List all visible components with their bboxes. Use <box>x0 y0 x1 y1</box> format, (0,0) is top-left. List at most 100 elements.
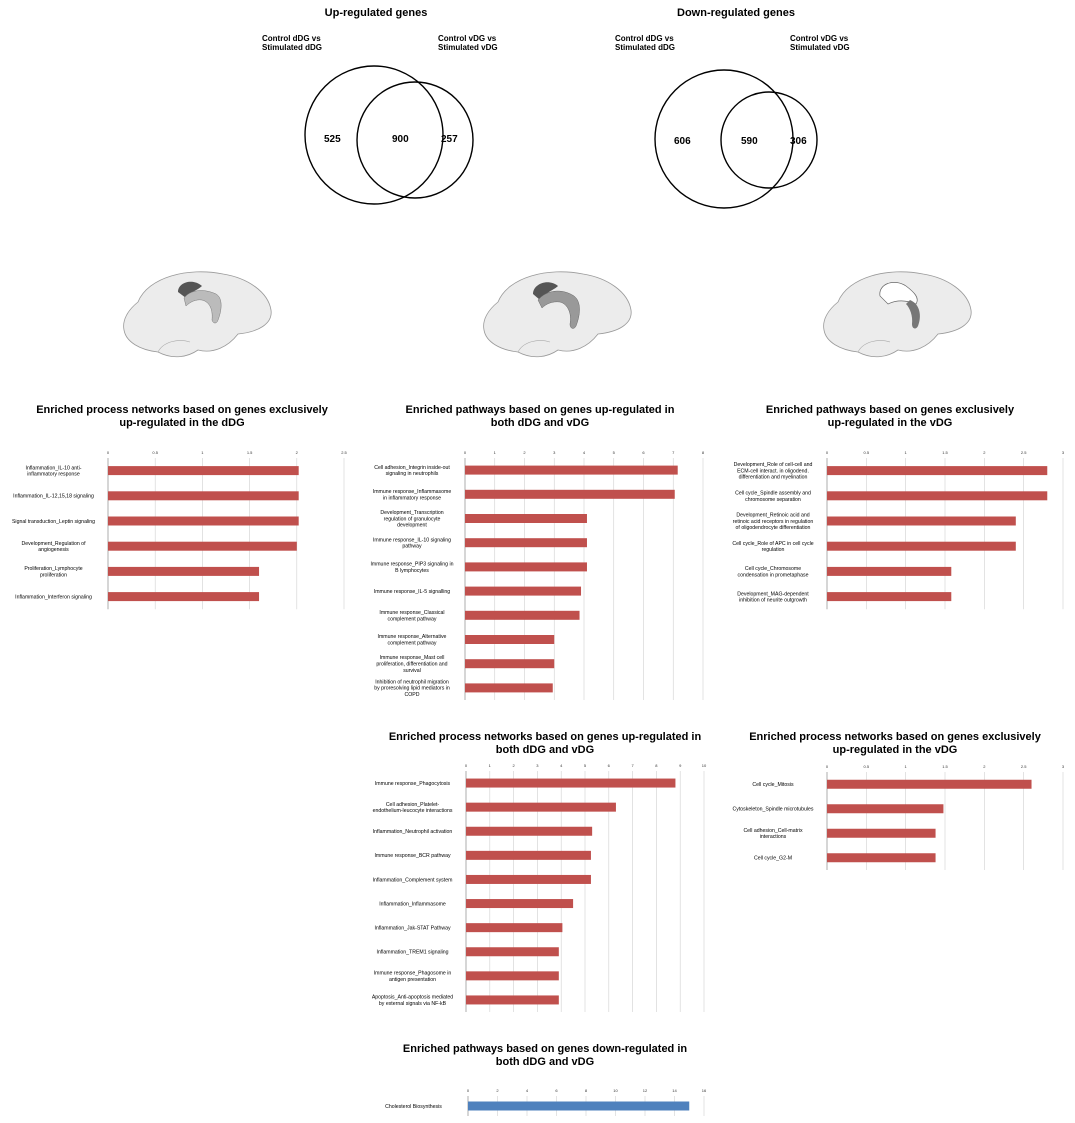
dorsal-dg <box>879 282 918 305</box>
category-label: Immune response_Inflammasome in inflammat… <box>373 489 452 501</box>
tick-label: 3 <box>536 763 539 768</box>
category-label: Cell adhesion_Platelet-endothelium-leuco… <box>373 802 453 814</box>
bar <box>108 491 299 501</box>
tick-label: 10 <box>613 1088 618 1093</box>
bar <box>465 683 553 693</box>
tick-label: 5 <box>613 450 616 455</box>
bar <box>827 804 944 814</box>
bar <box>465 538 587 548</box>
bar <box>827 853 936 863</box>
venn-set-a-label: Control dDG vs Stimulated dDG <box>262 34 323 52</box>
category-label: Inflammation_Jak-STAT Pathway <box>374 925 451 931</box>
chart-title-ddg-exclusive: Enriched process networks based on genes… <box>36 404 328 429</box>
category-label: Inflammation_IL-10 anti-inflammatory res… <box>26 465 82 477</box>
bar <box>108 466 299 476</box>
bar <box>827 779 1032 789</box>
bar <box>466 850 591 860</box>
venn-circles-up <box>304 65 474 205</box>
chart-svg-pathways-vdg-exclusive: 0 0.5 1 1.5 2 2.5 3 Development_Role of cell-ce… <box>732 450 1065 610</box>
tick-label: 3 <box>553 450 556 455</box>
tick-label: 4 <box>583 450 586 455</box>
bar <box>827 491 1048 501</box>
venn-circle-a <box>654 69 794 209</box>
chart-networks-up-both: 0 1 2 3 4 5 6 7 8 9 10 Immune response_Phagocytosis… <box>360 762 715 1017</box>
bar <box>465 610 580 620</box>
bar <box>466 899 574 909</box>
tick-label: 8 <box>702 450 705 455</box>
tick-label: 14 <box>672 1088 677 1093</box>
category-label: Immune response_Mast cell proliferation, … <box>376 655 447 674</box>
tick-label: 2.5 <box>1021 764 1027 769</box>
tick-label: 8 <box>655 763 658 768</box>
category-label: Development_MAG-dependent inhibition of n… <box>737 591 809 603</box>
brain-illustration-vdg <box>823 271 972 358</box>
chart-svg-networks-up-both: 0 1 2 3 4 5 6 7 8 9 10 Immune response_Phagocytosis… <box>372 763 707 1012</box>
tick-label: 2 <box>983 764 986 769</box>
category-label: Inflammation_TREM1 signaling <box>376 950 448 956</box>
category-label: Immune response_Phagosome in antigen pres… <box>374 971 452 983</box>
tick-label: 0 <box>826 764 829 769</box>
tick-label: 5 <box>584 763 587 768</box>
category-label: Apoptosis_Anti-apoptosis mediated by exte… <box>372 995 453 1007</box>
bar <box>827 566 952 576</box>
chart-pathways-up-both: 0 1 2 3 4 5 6 7 8 Cell adhesion_Integrin inside-o… <box>360 448 715 703</box>
tick-label: 0 <box>465 763 468 768</box>
category-label: Inhibition of neutrophil migration by pro… <box>374 679 450 698</box>
bar <box>827 466 1048 476</box>
tick-label: 4 <box>526 1088 529 1093</box>
venn-circle-a <box>304 65 444 205</box>
bar <box>466 971 559 981</box>
category-label: Inflammation_IL-12,15,18 signaling <box>13 494 94 500</box>
tick-label: 4 <box>560 763 563 768</box>
tick-label: 2.5 <box>341 450 347 455</box>
tick-label: 0 <box>826 450 829 455</box>
tick-label: 8 <box>585 1088 588 1093</box>
bar <box>465 586 582 596</box>
tick-label: 1.5 <box>247 450 253 455</box>
venn-circle-b <box>720 91 818 189</box>
tick-label: 1 <box>905 450 908 455</box>
bar <box>466 778 676 788</box>
bar <box>465 635 555 644</box>
bar <box>466 874 591 884</box>
category-label: Development_Transcription regulation of g… <box>380 510 443 529</box>
tick-label: 0 <box>464 450 467 455</box>
category-label: Cell adhesion_Integrin inside-out signali… <box>374 465 450 477</box>
tick-label: 7 <box>672 450 675 455</box>
bar <box>466 995 559 1005</box>
bar <box>466 802 616 812</box>
chart-svg-ddg-exclusive: 0 0.5 1 1.5 2 2.5 Inflammation_IL-10 anti-infl… <box>12 450 348 610</box>
chart-title-pathways-vdg-exclusive: Enriched pathways based on genes exclusi… <box>765 404 1015 429</box>
brain-illustration-ddg <box>123 271 272 358</box>
chart-title-networks-vdg-exclusive: Enriched process networks based on genes… <box>749 731 1041 756</box>
category-label: Immune response_IL-5 signalling <box>374 589 451 595</box>
category-label: Immune response_Classical complement path… <box>379 610 444 622</box>
category-label: Development_Retinoic acid and retinoic ac… <box>733 513 814 532</box>
bar <box>108 566 260 576</box>
bar <box>108 516 299 526</box>
bar <box>827 592 952 602</box>
bar <box>468 1101 690 1111</box>
bar <box>827 828 936 838</box>
venn-count-both: 590 <box>741 136 758 147</box>
chart-svg-pathways-down-both: 0 2 4 6 8 10 12 14 16 Cholesterol Biosynthesis <box>385 1088 707 1116</box>
brain-illustration-both <box>483 271 632 358</box>
tick-label: 1 <box>489 763 492 768</box>
tick-label: 1.5 <box>942 450 948 455</box>
category-label: Inflammation_Complement system <box>373 877 453 883</box>
category-label: Cell cycle_Spindle assembly and chromosom… <box>735 490 811 502</box>
venn-circle-b <box>356 81 474 199</box>
category-label: Inflammation_Neutrophil activation <box>373 829 453 835</box>
chart-networks-vdg-exclusive: 0 0.5 1 1.5 2 2.5 3 Cell cycle_Mitosis Cytoskele… <box>720 762 1070 877</box>
category-label: Immune response_IL-10 signaling pathway <box>373 537 451 549</box>
tick-label: 6 <box>555 1088 558 1093</box>
category-label: Development_Regulation of angiogenesis <box>21 541 86 553</box>
category-label: Immune response_Phagocytosis <box>375 781 451 787</box>
venn-set-a-label: Control dDG vs Stimulated dDG <box>615 34 676 52</box>
category-label: Signal transduction_Leptin signaling <box>12 519 95 525</box>
dorsal-dg <box>178 281 202 298</box>
tick-label: 12 <box>643 1088 648 1093</box>
category-label: Immune response_BCR pathway <box>374 853 451 859</box>
chart-title-pathways-down-both: Enriched pathways based on genes down-re… <box>402 1043 688 1068</box>
chart-title-networks-up-both: Enriched process networks based on genes… <box>388 731 702 756</box>
